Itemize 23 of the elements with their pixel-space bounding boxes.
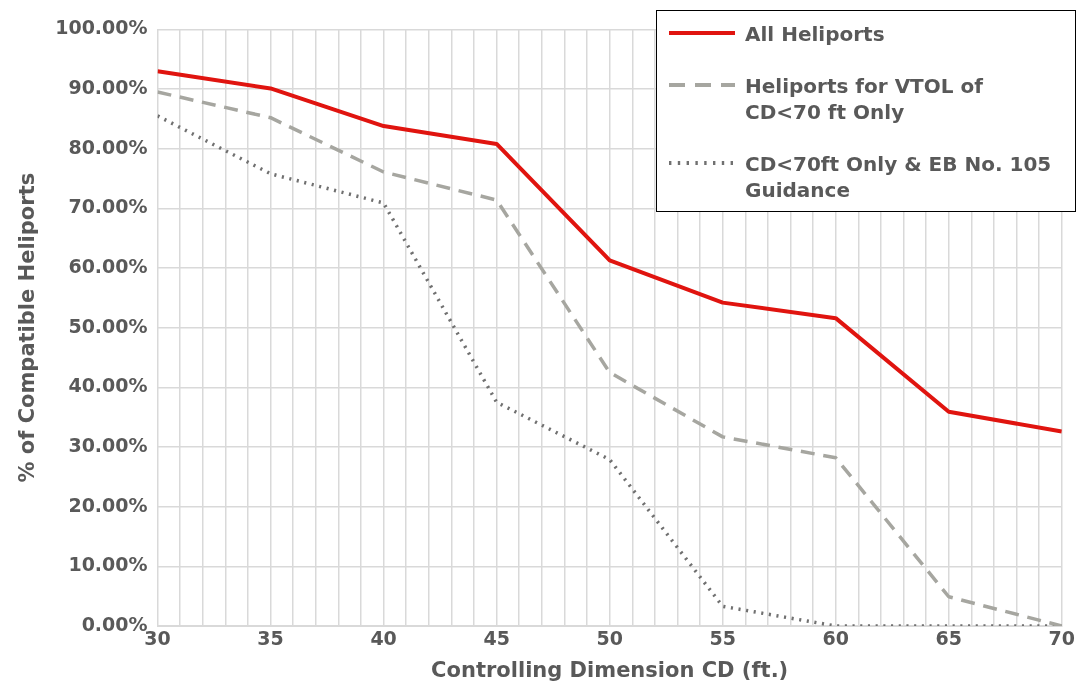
y-axis-title: % of Compatible Heliports [15,172,40,483]
x-tick-label: 70 [1048,627,1076,650]
x-tick-label: 60 [822,627,849,650]
y-tick-label: 60.00% [68,254,148,277]
legend-label: All Heliports [745,21,885,47]
y-tick-label: 90.00% [68,76,148,98]
y-tick-label: 40.00% [68,374,148,397]
x-tick-label: 55 [709,627,736,650]
y-tick-label: 100.00% [55,16,148,39]
x-tick-label: 65 [935,627,962,650]
legend-label: Heliports for VTOL of CD<70 ft Only [745,73,984,125]
y-tick-label: 10.00% [68,553,148,576]
x-tick-label: 45 [483,627,510,650]
y-tick-label: 70.00% [68,195,148,218]
y-tick-label: 50.00% [68,314,148,337]
x-axis-title: Controlling Dimension CD (ft.) [431,657,789,682]
x-tick-label: 50 [596,627,623,650]
x-tick-label: 40 [370,627,397,650]
legend-label: CD<70ft Only & EB No. 105 Guidance [745,151,1053,203]
y-tick-label: 80.00% [68,135,148,158]
y-tick-label: 30.00% [68,433,148,456]
y-tick-label: 20.00% [68,493,148,516]
x-tick-label: 35 [257,627,284,650]
